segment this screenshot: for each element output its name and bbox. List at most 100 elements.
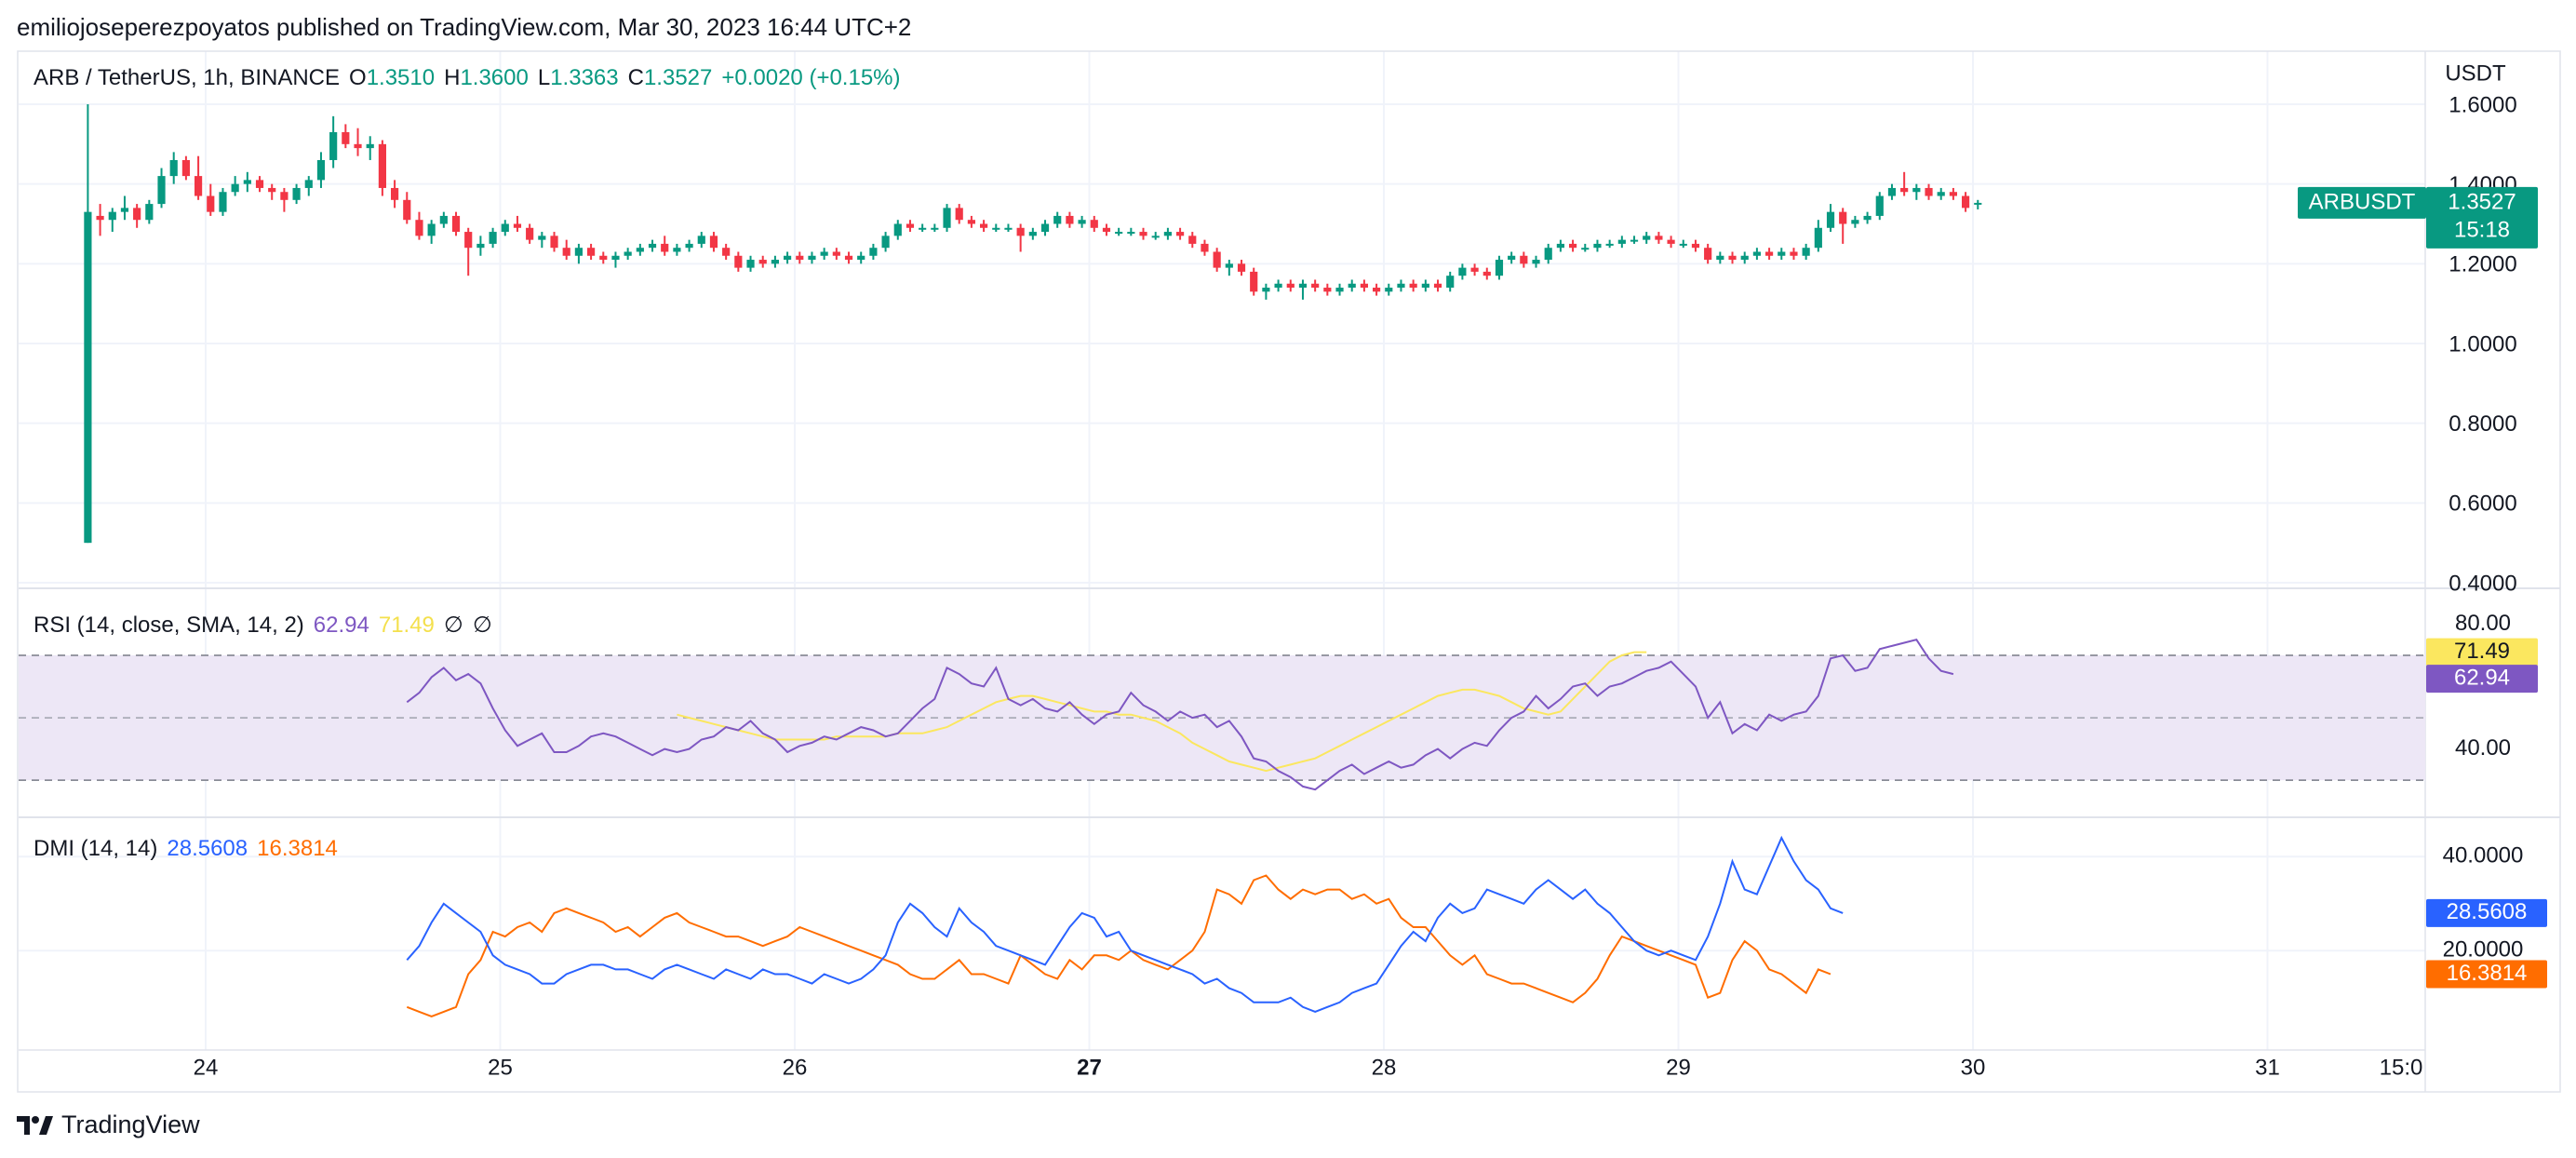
candle-body[interactable] <box>1495 260 1504 276</box>
candle-body[interactable] <box>1900 187 1909 193</box>
candle-body[interactable] <box>304 180 313 188</box>
candle-body[interactable] <box>758 260 767 264</box>
candle-body[interactable] <box>1446 276 1455 289</box>
candle-body[interactable] <box>1925 187 1933 196</box>
candle-body[interactable] <box>857 255 865 261</box>
candle-body[interactable] <box>1286 283 1295 289</box>
candle-body[interactable] <box>1912 187 1921 193</box>
candle-body[interactable] <box>1961 195 1970 209</box>
candle-body[interactable] <box>648 243 657 249</box>
candle-body[interactable] <box>1544 248 1552 261</box>
candle-body[interactable] <box>636 248 644 252</box>
candle-body[interactable] <box>255 180 264 188</box>
candle-body[interactable] <box>1323 288 1332 292</box>
candle-body[interactable] <box>550 236 558 249</box>
candle-body[interactable] <box>1790 251 1798 256</box>
candle-body[interactable] <box>268 187 276 193</box>
candle-body[interactable] <box>219 192 227 212</box>
candle-body[interactable] <box>1213 251 1221 268</box>
candle-body[interactable] <box>1311 283 1320 289</box>
candle-body[interactable] <box>697 236 705 244</box>
candle-body[interactable] <box>808 255 816 261</box>
candle-body[interactable] <box>1764 251 1774 256</box>
candle-body[interactable] <box>1556 243 1564 249</box>
candle-body[interactable] <box>464 232 473 249</box>
candle-body[interactable] <box>611 255 620 261</box>
candle-body[interactable] <box>869 248 878 256</box>
candle-body[interactable] <box>1863 215 1872 221</box>
candle-body[interactable] <box>1716 255 1724 261</box>
dmi-pane[interactable] <box>406 835 1844 1017</box>
candle-body[interactable] <box>783 255 792 261</box>
candle-body[interactable] <box>1532 260 1540 264</box>
candle-body[interactable] <box>1115 232 1123 235</box>
candle-body[interactable] <box>943 208 951 228</box>
candle-body[interactable] <box>1335 288 1344 292</box>
candle-body[interactable] <box>157 176 166 205</box>
candle-body[interactable] <box>709 236 718 249</box>
candle-body[interactable] <box>194 176 203 196</box>
candle-body[interactable] <box>1655 236 1663 240</box>
rsi-label[interactable]: RSI (14, close, SMA, 14, 2) <box>34 613 304 638</box>
candle-body[interactable] <box>526 227 534 240</box>
candle-body[interactable] <box>1250 271 1258 292</box>
candle-body[interactable] <box>624 251 632 256</box>
candle-body[interactable] <box>366 143 374 149</box>
candle-body[interactable] <box>280 192 288 200</box>
candle-body[interactable] <box>181 159 190 177</box>
candle-body[interactable] <box>513 223 522 228</box>
candle-body[interactable] <box>1163 232 1172 236</box>
candle-body[interactable] <box>403 199 411 221</box>
candle-body[interactable] <box>1949 192 1957 196</box>
candle-body[interactable] <box>476 243 485 249</box>
candle-body[interactable] <box>881 236 890 249</box>
candle-body[interactable] <box>844 255 853 261</box>
candle-body[interactable] <box>734 255 743 268</box>
candle-body[interactable] <box>1433 283 1442 289</box>
candle-body[interactable] <box>169 159 178 177</box>
di-plus-line[interactable] <box>406 835 1844 1013</box>
candle-body[interactable] <box>1188 236 1197 244</box>
candle-body[interactable] <box>439 215 448 224</box>
candle-body[interactable] <box>992 227 1000 230</box>
candle-body[interactable] <box>906 223 915 228</box>
candle-body[interactable] <box>1802 248 1810 256</box>
candle-body[interactable] <box>1520 255 1528 264</box>
candle-body[interactable] <box>1409 283 1417 289</box>
candle-body[interactable] <box>207 195 215 212</box>
tradingview-logo[interactable]: TradingView <box>17 1111 200 1139</box>
candle-body[interactable] <box>1237 263 1246 272</box>
rsi-legend[interactable]: RSI (14, close, SMA, 14, 2) 62.94 71.49 … <box>34 612 492 639</box>
candle-body[interactable] <box>1004 227 1013 230</box>
candle-body[interactable] <box>586 248 596 256</box>
candle-body[interactable] <box>1016 227 1025 236</box>
main-legend[interactable]: ARB / TetherUS, 1h, BINANCE O1.3510 H1.3… <box>34 65 901 91</box>
candle-body[interactable] <box>820 251 828 256</box>
candle-body[interactable] <box>133 208 141 221</box>
dmi-label[interactable]: DMI (14, 14) <box>34 836 158 861</box>
candle-body[interactable] <box>1839 211 1847 224</box>
candle-body[interactable] <box>1643 236 1651 240</box>
candle-body[interactable] <box>661 243 669 252</box>
candle-body[interactable] <box>501 223 509 233</box>
candle-body[interactable] <box>451 215 461 233</box>
candle-body[interactable] <box>1127 232 1135 235</box>
candle-body[interactable] <box>329 131 338 160</box>
candle-body[interactable] <box>1508 255 1516 261</box>
candle-body[interactable] <box>967 220 975 224</box>
candle-body[interactable] <box>1740 255 1749 261</box>
candle-body[interactable] <box>1704 248 1712 261</box>
candle-body[interactable] <box>427 223 436 236</box>
candle-body[interactable] <box>599 255 608 261</box>
candle-body[interactable] <box>771 260 779 264</box>
candle-body[interactable] <box>722 248 731 256</box>
candle-body[interactable] <box>1151 236 1160 238</box>
candle-body[interactable] <box>1568 243 1577 249</box>
candle-body[interactable] <box>1752 251 1761 256</box>
candle-body[interactable] <box>685 243 693 249</box>
candle-body[interactable] <box>1617 239 1626 244</box>
symbol-label[interactable]: ARB / TetherUS, 1h, BINANCE <box>34 65 341 90</box>
candle-body[interactable] <box>562 248 570 256</box>
candle-body[interactable] <box>1458 267 1467 276</box>
di-minus-line[interactable] <box>406 874 1831 1017</box>
